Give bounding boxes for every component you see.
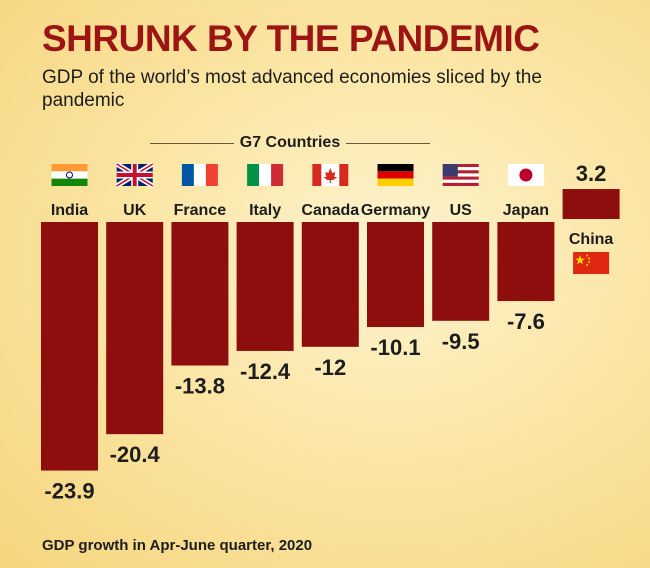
uk-flag-icon [115,161,155,189]
value-label-canada: -12 [314,355,346,380]
category-label-us: US [450,202,473,219]
china-flag-icon [573,252,610,274]
category-label-germany: Germany [361,202,430,219]
bar-uk [106,222,164,435]
value-label-us: -9.5 [442,329,480,354]
category-label-italy: Italy [249,202,281,219]
value-label-france: -13.8 [175,374,225,399]
bar-japan [497,222,555,302]
category-label-uk: UK [123,202,147,219]
category-label-france: France [174,202,227,219]
value-label-italy: -12.4 [240,359,291,384]
italy-flag-icon [247,164,284,186]
group-divider-right [346,142,430,144]
g7-label-text: G7 Countries [239,134,341,151]
category-label-canada: Canada [301,202,359,219]
bar-italy [236,222,294,351]
footnote: GDP growth in Apr-June quarter, 2020 [42,537,313,554]
india-flag-icon [51,164,88,186]
category-label-japan: Japan [503,202,549,219]
chart-subtitle: GDP of the world’s most advanced economi… [42,67,542,111]
category-label-india: India [51,202,88,219]
bar-germany [367,222,424,328]
value-label-japan: -7.6 [507,309,545,334]
bar-india [41,222,98,471]
bar-us [432,222,490,321]
chart-title: SHRUNK BY THE PANDEMIC [42,18,540,59]
bar-france [171,222,229,366]
g7-group-label: G7 Countries [150,132,430,154]
germany-flag-icon [377,164,414,186]
value-label-china: 3.2 [576,161,607,186]
us-flag-icon [442,164,479,186]
bar-canada [301,222,359,347]
bar-china [562,189,620,219]
group-divider-left [150,142,234,144]
value-label-india: -23.9 [44,479,94,504]
value-label-uk: -20.4 [110,442,161,467]
france-flag-icon [181,164,218,186]
canada-flag-icon [312,164,349,186]
japan-flag-icon [507,164,544,186]
value-label-germany: -10.1 [370,335,420,360]
category-label-china: China [569,231,614,248]
